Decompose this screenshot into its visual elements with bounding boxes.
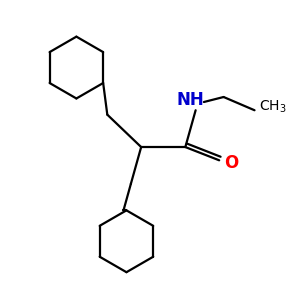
Text: NH: NH (176, 91, 204, 109)
Text: O: O (224, 154, 239, 172)
Text: CH$_3$: CH$_3$ (259, 98, 286, 115)
